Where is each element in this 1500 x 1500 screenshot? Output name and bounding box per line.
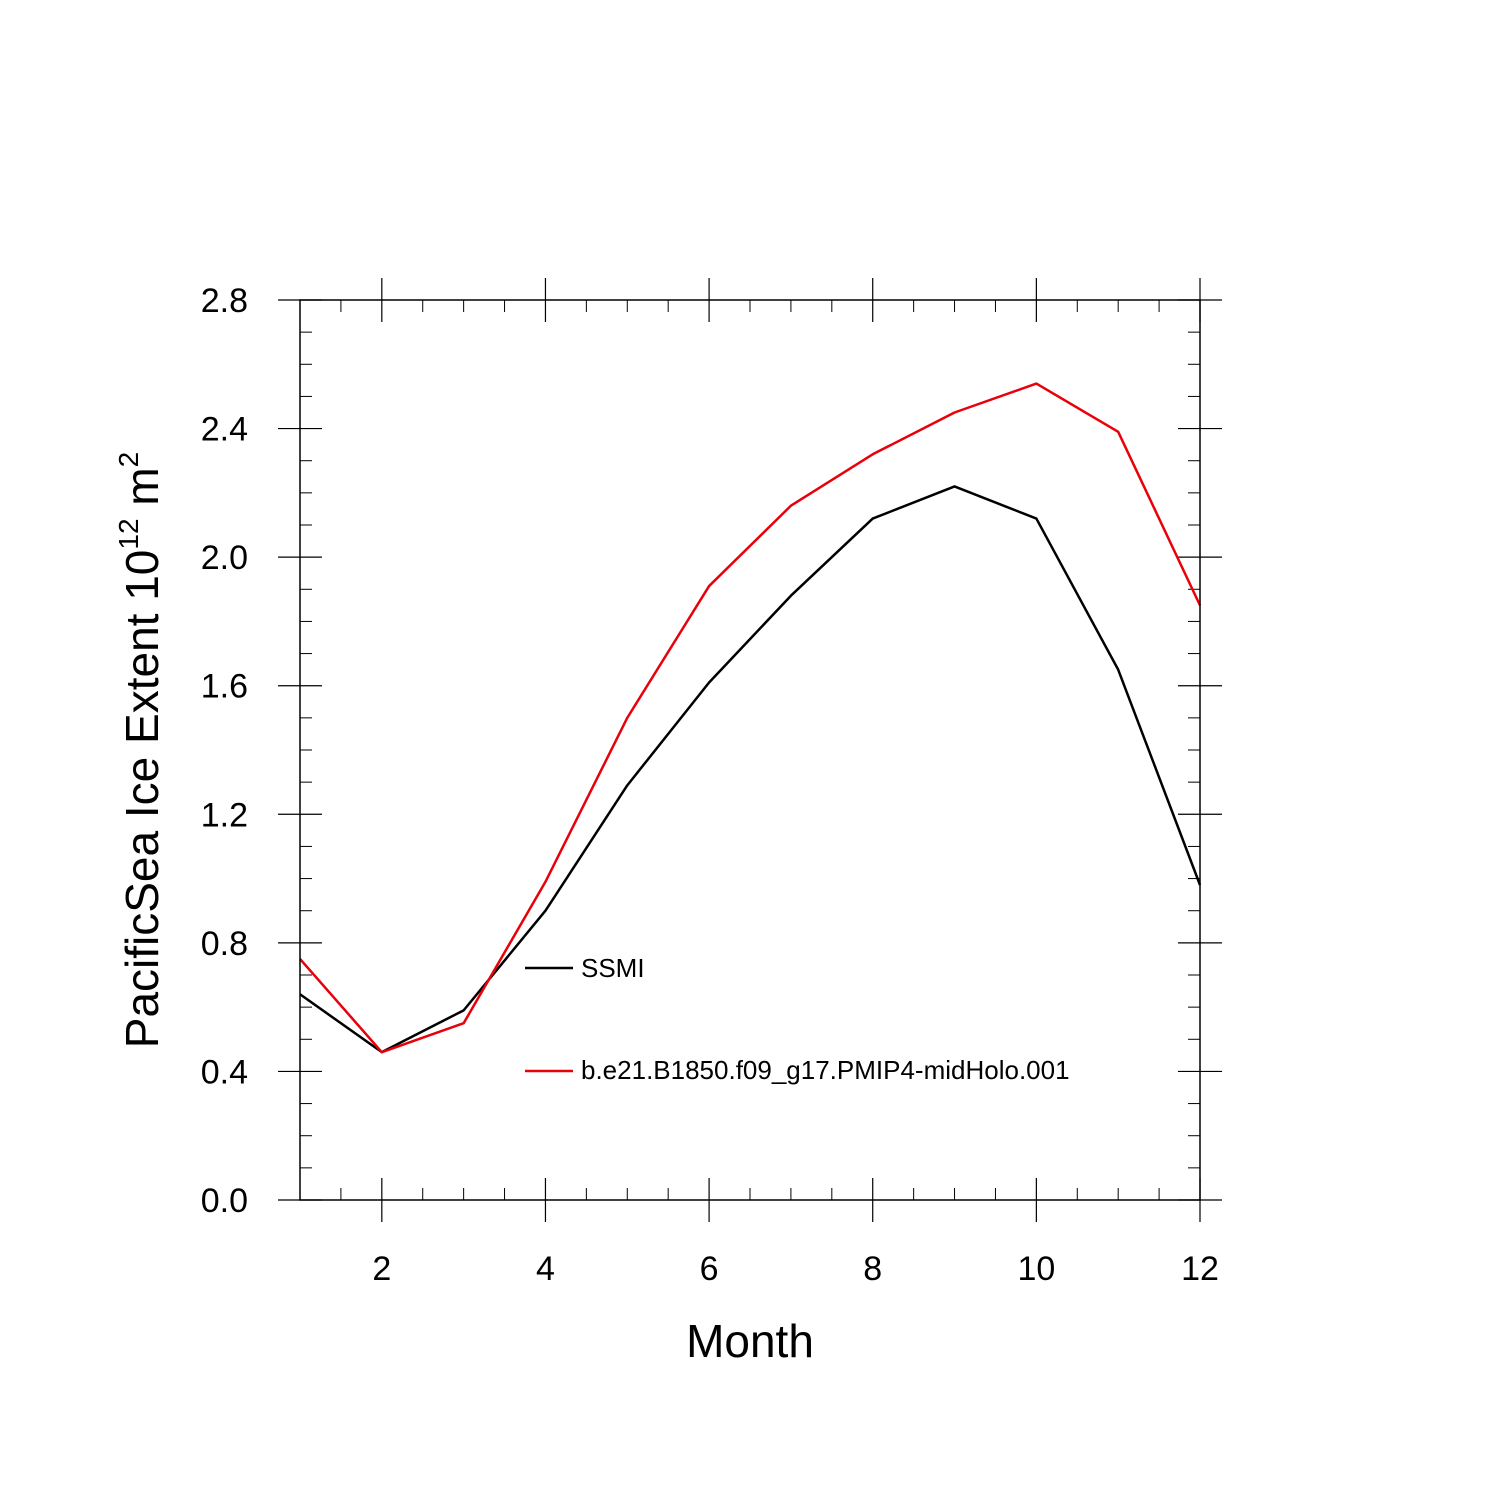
series-line-ssmi bbox=[299, 485, 1202, 1054]
y-tick-labels: 0.0 0.4 0.8 1.2 1.6 2.0 2.4 2.8 bbox=[201, 282, 248, 1220]
y-axis-title-exponent: 12 bbox=[113, 518, 144, 549]
y-axis-title-unit: m bbox=[116, 467, 168, 518]
legend-label-pmip4-midholo: b.e21.B1850.f09_g17.PMIP4-midHolo.001 bbox=[581, 1055, 1070, 1085]
y-tick-label: 0.0 bbox=[201, 1182, 248, 1220]
y-axis-title-main: PacificSea Ice Extent 10 bbox=[116, 550, 168, 1049]
y-tick-label: 1.6 bbox=[201, 668, 248, 706]
x-tick-labels: 2 4 6 8 10 12 bbox=[372, 1250, 1219, 1288]
series-line-pmip4-midholo bbox=[299, 382, 1202, 1054]
y-tick-label: 2.0 bbox=[201, 539, 248, 577]
y-tick-label: 0.4 bbox=[201, 1053, 248, 1091]
x-tick-label: 12 bbox=[1181, 1250, 1219, 1288]
y-tick-label: 2.8 bbox=[201, 282, 248, 320]
x-tick-label: 8 bbox=[863, 1250, 882, 1288]
y-tick-label: 1.2 bbox=[201, 796, 248, 834]
x-tick-label: 10 bbox=[1017, 1250, 1055, 1288]
series-lines bbox=[299, 382, 1202, 1054]
y-tick-label: 2.4 bbox=[201, 411, 248, 449]
minor-ticks bbox=[299, 300, 1200, 1200]
x-tick-label: 2 bbox=[372, 1250, 391, 1288]
y-axis-title: PacificSea Ice Extent 1012 m2 bbox=[113, 452, 168, 1048]
x-tick-label: 4 bbox=[536, 1250, 555, 1288]
x-tick-label: 6 bbox=[700, 1250, 719, 1288]
legend-label-ssmi: SSMI bbox=[581, 953, 645, 983]
legend: SSMI b.e21.B1850.f09_g17.PMIP4-midHolo.0… bbox=[525, 953, 1070, 1085]
plot-frame bbox=[299, 299, 1201, 1201]
y-axis-title-unit-exponent: 2 bbox=[113, 452, 144, 468]
x-axis-title: Month bbox=[686, 1315, 814, 1367]
y-tick-label: 0.8 bbox=[201, 925, 248, 963]
